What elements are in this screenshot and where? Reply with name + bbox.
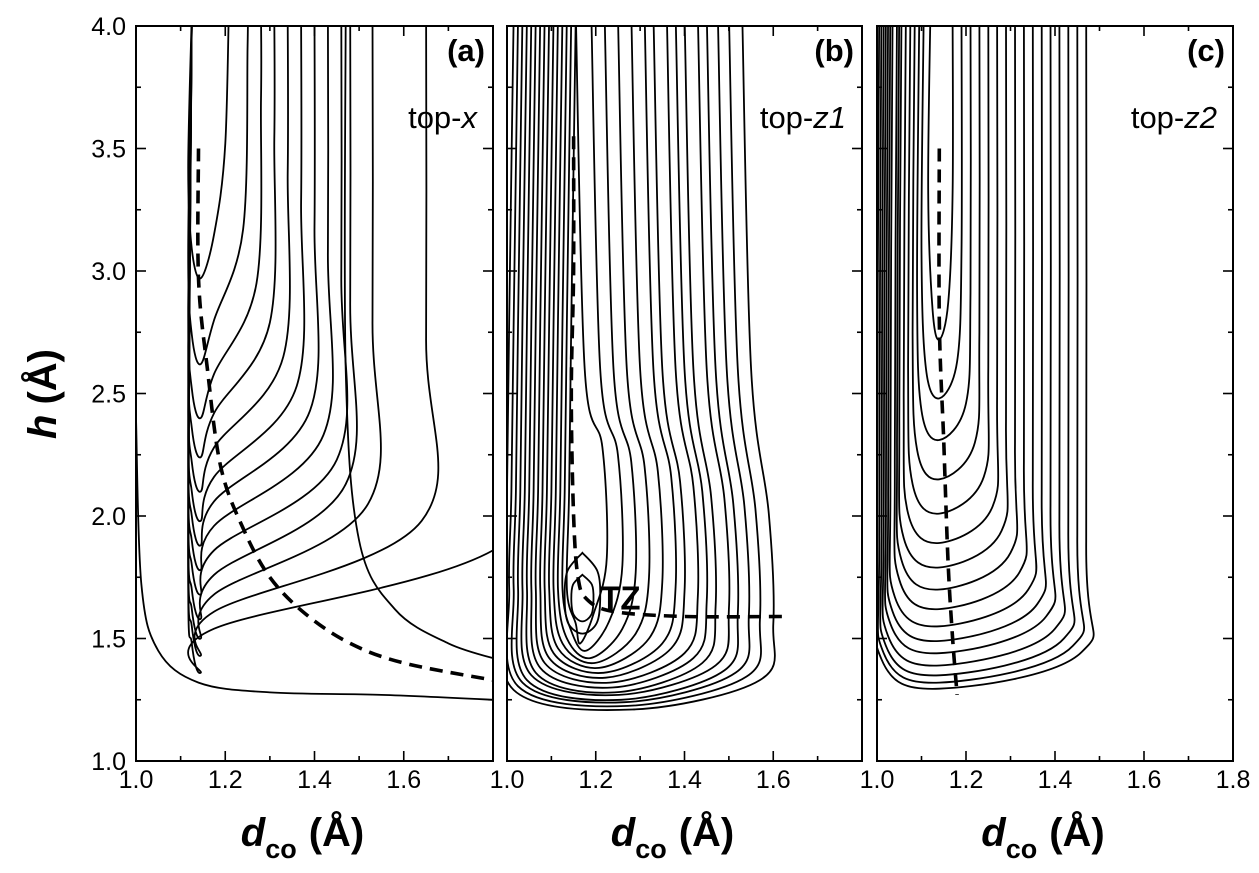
contour-line-b-2 [563, 551, 602, 635]
contour-line-c-14 [879, 26, 1076, 677]
contour-line-a-7 [187, 26, 320, 547]
x-tick-label-a: 1.2 [208, 766, 243, 794]
contour-line-b-13 [520, 26, 731, 697]
y-tick-label: 2.5 [91, 381, 126, 409]
contour-line-c-2 [920, 26, 963, 400]
contour-line-c-9 [893, 26, 1028, 611]
x-tick-label-a: 1.6 [386, 766, 421, 794]
x-tick-label-c: 1.6 [1127, 766, 1162, 794]
x-tick-label-b: 1.2 [578, 766, 613, 794]
x-tick-label-a: 1.4 [297, 766, 332, 794]
contour-line-b-8 [543, 26, 677, 674]
x-tick-label-c: 1.4 [1038, 766, 1073, 794]
x-axis-unit: (Å) [679, 810, 735, 855]
x-axis-subscript: co [1006, 834, 1038, 864]
contour-line-b-5 [556, 26, 638, 660]
panel-name-italic: z1 [812, 100, 846, 135]
contour-line-c-13 [881, 26, 1066, 667]
x-axis-unit: (Å) [309, 810, 365, 855]
panel-frame-c [876, 25, 1234, 762]
x-axis-symbol: d [981, 811, 1007, 855]
panel-name-a: top-x [408, 100, 478, 135]
y-tick-label: 2.0 [91, 503, 126, 531]
contour-line-b-9 [539, 26, 686, 679]
contour-line-b-7 [547, 26, 664, 669]
x-axis-subscript: co [635, 834, 667, 864]
panel-name-prefix: top- [760, 100, 813, 135]
y-tick-label: 3.0 [91, 258, 126, 286]
contour-line-b-12 [525, 26, 717, 694]
contour-line-b-17 [507, 26, 776, 711]
contour-line-b-4 [561, 26, 624, 652]
panel-name-italic: x [460, 100, 479, 135]
contour-line-a-14 [136, 417, 493, 701]
contour-line-b-1 [570, 573, 595, 623]
y-axis-title: h (Å) [20, 349, 65, 439]
panel-a: 1.0 1.2 1.4 1.6 1.0 1.5 2.0 2.5 3.0 3.5 4.0 (a) top-… [91, 13, 494, 864]
panel-letter-b: (b) [814, 33, 854, 68]
contour-line-c-3 [916, 26, 972, 442]
contour-line-b-6 [552, 26, 651, 665]
contour-line-c-4 [911, 26, 981, 481]
x-axis-unit: (Å) [1049, 810, 1105, 855]
x-tick-label-a: 1.0 [119, 766, 154, 794]
contour-line-a-9 [187, 26, 349, 596]
contour-line-b-16 [507, 26, 762, 708]
contour-line-b-14 [515, 26, 740, 702]
contour-line-b-10 [534, 26, 700, 684]
contour-line-c-7 [898, 26, 1009, 569]
x-axis-subscript: co [265, 834, 297, 864]
x-tick-label-c: 1.0 [860, 766, 895, 794]
panel-letter-a: (a) [447, 33, 485, 68]
contour-line-b-11 [530, 26, 709, 689]
contour-line-c-5 [907, 26, 990, 515]
x-tick-label-b: 1.6 [756, 766, 791, 794]
x-axis-symbol: d [241, 811, 267, 855]
y-axis-symbol: h [21, 415, 65, 439]
dashed-path-c [937, 148, 959, 696]
contour-line-a-2 [187, 26, 249, 366]
dashed-path-a [196, 148, 493, 682]
contour-line-a-15 [343, 26, 493, 660]
y-tick-label: 3.5 [91, 136, 126, 164]
panel-name-b: top-z1 [760, 100, 846, 135]
contour-line-c-8 [895, 26, 1019, 591]
x-axis-title-a: dco (Å) [241, 810, 364, 864]
contour-line-a-11 [187, 26, 382, 640]
x-tick-label-b: 1.0 [490, 766, 525, 794]
x-axis-symbol: d [611, 811, 637, 855]
y-axis-unit: (Å) [20, 349, 65, 405]
x-tick-label-b: 1.4 [667, 766, 702, 794]
panel-name-c: top-z2 [1131, 100, 1217, 135]
panel-b-plot-area [507, 26, 783, 711]
contour-line-b-15 [510, 26, 751, 704]
panel-c-plot-area [877, 26, 1095, 696]
panel-letter-c: (c) [1187, 33, 1225, 68]
x-tick-label-c: 1.2 [949, 766, 984, 794]
panel-name-prefix: top- [408, 100, 461, 135]
contour-line-c-12 [884, 26, 1057, 655]
contour-line-a-10 [187, 26, 358, 621]
contour-line-a-13 [187, 26, 493, 674]
contour-line-c-10 [888, 26, 1038, 628]
tz-annotation: TZ [600, 579, 640, 616]
panel-name-italic: z2 [1183, 100, 1217, 135]
panel-name-prefix: top- [1131, 100, 1184, 135]
contour-line-c-11 [886, 26, 1047, 643]
contour-line-c-15 [877, 26, 1086, 684]
y-tick-label: 4.0 [91, 13, 126, 41]
x-tick-label-c: 1.8 [1216, 766, 1251, 794]
contour-line-a-1 [187, 26, 230, 280]
x-axis-title-c: dco (Å) [981, 810, 1104, 864]
contour-line-a-4 [187, 26, 277, 459]
contour-line-c-6 [902, 26, 1000, 544]
y-tick-label: 1.5 [91, 626, 126, 654]
panel-a-plot-area [136, 26, 493, 701]
x-axis-title-b: dco (Å) [611, 810, 734, 864]
y-tick-label: 1.0 [91, 748, 126, 776]
